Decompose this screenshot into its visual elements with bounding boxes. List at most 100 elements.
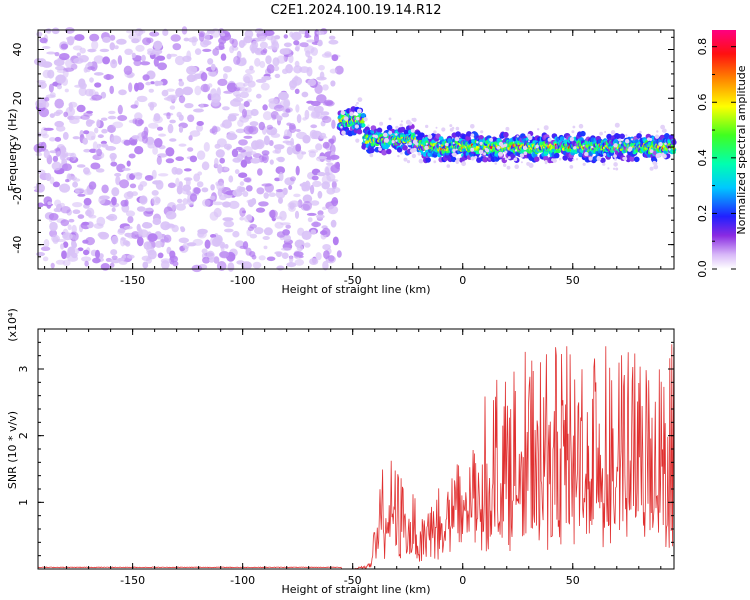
heatmap-cell xyxy=(77,214,85,219)
heatmap-cell xyxy=(274,35,281,40)
heatmap-cell xyxy=(91,135,96,140)
heatmap-cell xyxy=(245,185,253,192)
heatmap-cell xyxy=(156,126,164,131)
heatmap-cell xyxy=(189,155,198,163)
heatmap-cell xyxy=(584,151,589,157)
heatmap-cell xyxy=(254,139,265,150)
heatmap-cell xyxy=(267,45,278,50)
heatmap-cell xyxy=(263,135,270,146)
heatmap-cell xyxy=(171,166,179,175)
heatmap-cell xyxy=(553,152,560,159)
heatmap-cell xyxy=(177,198,183,204)
heatmap-cell xyxy=(483,152,487,156)
heatmap-cell xyxy=(278,91,289,101)
heatmap-cell xyxy=(67,246,76,256)
heatmap-cell xyxy=(89,33,100,42)
heatmap-cell xyxy=(192,238,204,246)
heatmap-cell xyxy=(67,255,79,262)
heatmap-cell xyxy=(119,179,130,189)
heatmap-cell xyxy=(613,154,617,159)
heatmap-cell xyxy=(133,59,142,67)
heatmap-cell xyxy=(123,65,133,76)
heatmap-cell xyxy=(174,55,185,66)
heatmap-cell xyxy=(54,136,62,142)
heatmap-cell xyxy=(148,122,159,129)
heatmap-cell xyxy=(331,54,339,62)
heatmap-cell xyxy=(274,147,282,154)
heatmap-cell xyxy=(507,156,511,160)
heatmap-cell xyxy=(478,135,485,141)
heatmap-cell xyxy=(330,179,339,183)
heatmap-cell xyxy=(322,244,331,251)
heatmap-cell xyxy=(269,159,274,165)
heatmap-cell xyxy=(573,146,577,150)
heatmap-cell xyxy=(109,42,116,51)
heatmap-cell xyxy=(238,172,248,178)
spectrogram-noise-region xyxy=(33,26,344,273)
heatmap-cell xyxy=(43,127,54,131)
heatmap-cell xyxy=(619,133,625,140)
heatmap-cell xyxy=(341,130,346,136)
heatmap-cell xyxy=(88,181,97,190)
heatmap-cell xyxy=(178,126,184,133)
heatmap-cell xyxy=(251,198,257,205)
heatmap-cell xyxy=(307,78,317,87)
spectrogram-x-axis-title: Height of straight line (km) xyxy=(281,283,430,296)
heatmap-cell xyxy=(68,218,75,223)
heatmap-cell xyxy=(274,216,283,220)
heatmap-cell xyxy=(321,115,332,124)
heatmap-cell xyxy=(109,152,117,160)
heatmap-cell xyxy=(312,180,322,188)
heatmap-cell xyxy=(466,131,472,137)
heatmap-cell xyxy=(311,175,319,181)
heatmap-cell xyxy=(186,74,196,83)
heatmap-cell xyxy=(455,160,459,164)
heatmap-cell xyxy=(572,158,575,161)
heatmap-cell xyxy=(140,61,151,66)
heatmap-cell xyxy=(60,219,70,227)
heatmap-cell xyxy=(235,128,246,134)
heatmap-cell xyxy=(277,156,285,163)
heatmap-cell xyxy=(189,193,198,202)
heatmap-cell xyxy=(51,234,60,243)
heatmap-cell xyxy=(100,140,107,145)
heatmap-cell xyxy=(147,50,156,56)
heatmap-cell xyxy=(340,125,343,129)
heatmap-cell xyxy=(307,105,316,111)
heatmap-cell xyxy=(261,76,272,81)
heatmap-cell xyxy=(334,65,344,75)
heatmap-cell xyxy=(48,213,59,221)
heatmap-cell xyxy=(49,176,55,185)
heatmap-cell xyxy=(425,157,431,163)
heatmap-cell xyxy=(461,161,466,167)
heatmap-cell xyxy=(95,168,105,173)
heatmap-cell xyxy=(369,147,375,154)
heatmap-cell xyxy=(283,47,292,55)
heatmap-cell xyxy=(572,125,576,129)
heatmap-cell xyxy=(198,32,205,42)
heatmap-cell xyxy=(295,165,300,176)
heatmap-cell xyxy=(193,108,204,113)
heatmap-cell xyxy=(410,148,415,154)
heatmap-cell xyxy=(148,88,154,93)
heatmap-cell xyxy=(102,56,110,65)
heatmap-cell xyxy=(258,121,265,131)
heatmap-cell xyxy=(318,64,325,71)
x-tick-label: -150 xyxy=(120,574,145,587)
heatmap-cell xyxy=(343,116,349,121)
heatmap-cell xyxy=(454,136,460,142)
heatmap-cell xyxy=(220,123,226,128)
heatmap-cell xyxy=(210,184,215,191)
heatmap-cell xyxy=(276,55,286,64)
heatmap-cell xyxy=(295,143,302,152)
heatmap-cell xyxy=(261,156,267,161)
heatmap-cell xyxy=(305,59,312,64)
heatmap-cell xyxy=(268,192,277,197)
heatmap-cell xyxy=(165,158,175,164)
heatmap-cell xyxy=(417,152,422,156)
heatmap-cell xyxy=(142,37,152,46)
heatmap-cell xyxy=(136,32,142,42)
heatmap-cell xyxy=(97,231,108,238)
heatmap-cell xyxy=(151,196,161,206)
heatmap-cell xyxy=(478,149,484,155)
